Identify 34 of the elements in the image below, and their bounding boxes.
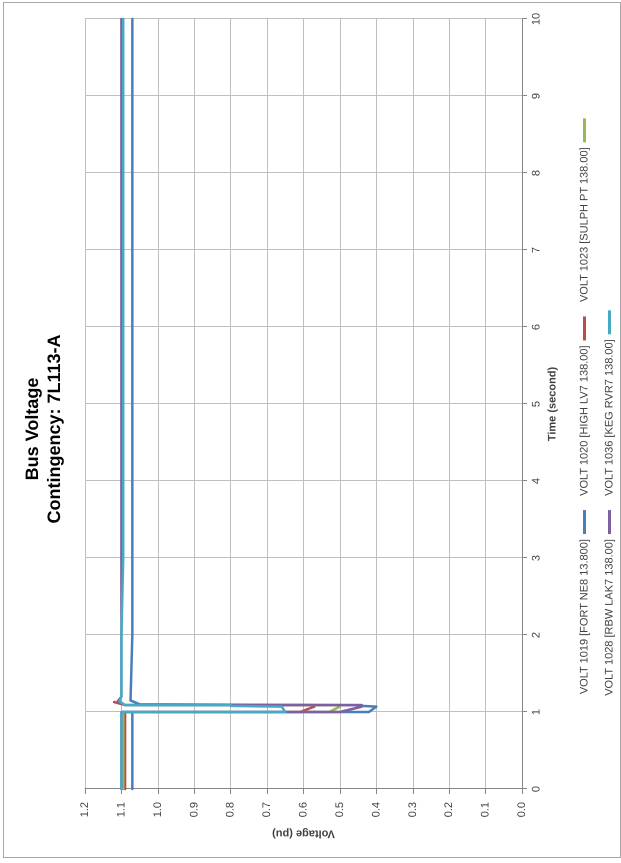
- x-tick-label: 0.4: [370, 802, 382, 818]
- x-axis-title: Voltage (pu): [272, 828, 335, 840]
- legend-label: VOLT 1036 [KEG RVR7 138.00]: [604, 339, 616, 496]
- y2-tick-label: 3: [530, 554, 542, 562]
- y2-axis-title: Time (second): [546, 366, 558, 442]
- y2-tick-label: 2: [530, 632, 542, 638]
- x-tick-label: 0.5: [334, 802, 346, 818]
- y2-tick-label: 1: [530, 708, 542, 716]
- y2-tick-label: 9: [530, 92, 542, 100]
- x-tick-label: 1.1: [115, 802, 128, 818]
- y2-tick-label: 4: [530, 478, 542, 484]
- x-tick-label: 1.0: [152, 802, 164, 818]
- x-tick-label: 0.2: [443, 802, 456, 818]
- text: Bus Voltage: [22, 378, 42, 480]
- y2-tick-label: 5: [530, 400, 542, 408]
- x-tick-label: 0.6: [298, 802, 310, 818]
- legend-label: VOLT 1028 [RBW LAK7 138.00]: [604, 539, 616, 696]
- y2-tick-label: 7: [530, 246, 542, 254]
- x-tick-label: 0.9: [188, 802, 200, 818]
- y2-tick-label: 6: [530, 324, 542, 330]
- y2-tick-label: 8: [530, 170, 542, 176]
- x-tick-label: 1.2: [79, 802, 91, 818]
- legend-label: VOLT 1019 [FORT NE8 13.800]: [578, 539, 590, 694]
- x-tick-label: 0.0: [516, 802, 528, 818]
- x-tick-label: 0.1: [480, 802, 492, 818]
- x-tick-label: 0.7: [261, 802, 274, 818]
- text: Contingency: 7L113-A: [44, 334, 64, 524]
- legend-label: VOLT 1020 [HIGH LV7 138.00]: [578, 345, 590, 496]
- y2-tick-label: 10: [530, 12, 542, 26]
- legend-label: VOLT 1023 [SULPH PT 138.00]: [578, 147, 590, 302]
- y2-tick-label: 0: [530, 786, 542, 792]
- x-tick-label: 0.8: [224, 802, 237, 818]
- x-tick-label: 0.3: [406, 802, 419, 818]
- line-series: [118, 18, 287, 790]
